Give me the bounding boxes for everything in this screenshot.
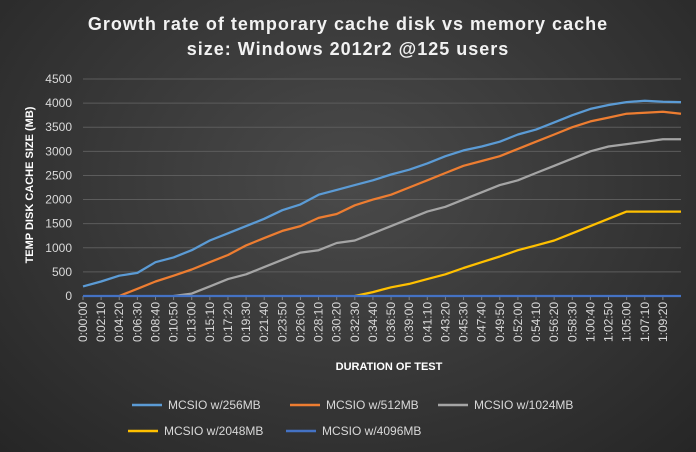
- series-line-mcsio-w-2048mb: [354, 210, 681, 298]
- series-line-mcsio-w-256mb: [82, 99, 682, 288]
- x-tick-label: 0:06:30: [130, 302, 144, 342]
- y-axis-title: TEMP DISK CACHE SIZE (MB): [24, 106, 36, 263]
- x-tick-label: 0:02:10: [94, 302, 108, 342]
- x-tick-label: 0:56:20: [547, 302, 561, 342]
- y-tick-label: 1500: [45, 217, 72, 231]
- y-tick-label: 4500: [45, 72, 72, 86]
- series-line-mcsio-w-1024mb: [173, 138, 681, 298]
- legend-label-mcsio-w-4096mb: MCSIO w/4096MB: [322, 424, 421, 438]
- legend-label-mcsio-w-512mb: MCSIO w/512MB: [326, 398, 419, 412]
- x-tick-label: 0:58:30: [565, 302, 579, 342]
- legend-label-mcsio-w-1024mb: MCSIO w/1024MB: [474, 398, 573, 412]
- x-tick-label: 1:07:10: [638, 302, 652, 342]
- x-tick-label: 0:13:00: [185, 302, 199, 342]
- y-tick-label: 3500: [45, 120, 72, 134]
- x-tick-label: 0:30:20: [330, 302, 344, 342]
- y-tick-label: 4000: [45, 96, 72, 110]
- legend: MCSIO w/256MB MCSIO w/512MB MCSIO w/1024MB…: [128, 398, 573, 438]
- chart-title-line-2: size: Windows 2012r2 @125 users: [187, 39, 510, 59]
- x-tick-label: 0:49:50: [493, 302, 507, 342]
- x-axis-title: DURATION OF TEST: [336, 361, 443, 373]
- x-tick-label: 0:04:20: [112, 302, 126, 342]
- x-tick-label: 0:34:40: [366, 302, 380, 342]
- x-tick-label: 0:19:30: [239, 302, 253, 342]
- x-tick-label: 0:10:50: [167, 302, 181, 342]
- x-tick-label: 0:41:10: [420, 302, 434, 342]
- x-tick-label: 0:00:00: [76, 302, 90, 342]
- x-tick-label: 0:17:20: [221, 302, 235, 342]
- x-tick-label: 0:45:30: [457, 302, 471, 342]
- x-tick-label: 0:52:00: [511, 302, 525, 342]
- y-tick-label: 0: [65, 289, 72, 303]
- x-tick-label: 1:05:00: [620, 302, 634, 342]
- x-tick-label: 0:28:10: [312, 302, 326, 342]
- y-tick-label: 500: [52, 265, 72, 279]
- x-tick-label: 0:43:20: [438, 302, 452, 342]
- x-tick-label: 1:09:20: [656, 302, 670, 342]
- y-tick-label: 2000: [45, 193, 72, 207]
- x-tick-label: 0:39:00: [402, 302, 416, 342]
- x-tick-label: 1:02:50: [602, 302, 616, 342]
- x-tick-label: 0:32:30: [348, 302, 362, 342]
- y-tick-label: 3000: [45, 144, 72, 158]
- x-tick-label: 1:00:40: [583, 302, 597, 342]
- chart-title-line-1: Growth rate of temporary cache disk vs m…: [88, 14, 608, 34]
- x-tick-label: 0:36:50: [384, 302, 398, 342]
- legend-label-mcsio-w-256mb: MCSIO w/256MB: [168, 398, 261, 412]
- grid-layer: [82, 78, 681, 300]
- x-tick-label: 0:15:10: [203, 302, 217, 342]
- y-tick-label: 2500: [45, 168, 72, 182]
- x-tick-label: 0:54:10: [529, 302, 543, 342]
- series-layer: [82, 99, 682, 298]
- x-tick-label: 0:23:50: [275, 302, 289, 342]
- series-line-mcsio-w-512mb: [118, 110, 682, 298]
- x-tick-label: 0:08:40: [148, 302, 162, 342]
- x-tick-label: 0:47:40: [475, 302, 489, 342]
- x-tick-labels: 0:00:00 0:02:10 0:04:20 0:06:30 0:08:40 0:10:…: [76, 302, 670, 342]
- x-tick-label: 0:21:40: [257, 302, 271, 342]
- y-tick-labels: 0 500 1000 1500 2000 2500 3000 3500 4000 4500: [45, 72, 72, 303]
- legend-label-mcsio-w-2048mb: MCSIO w/2048MB: [164, 424, 263, 438]
- x-tick-label: 0:26:00: [293, 302, 307, 342]
- y-tick-label: 1000: [45, 241, 72, 255]
